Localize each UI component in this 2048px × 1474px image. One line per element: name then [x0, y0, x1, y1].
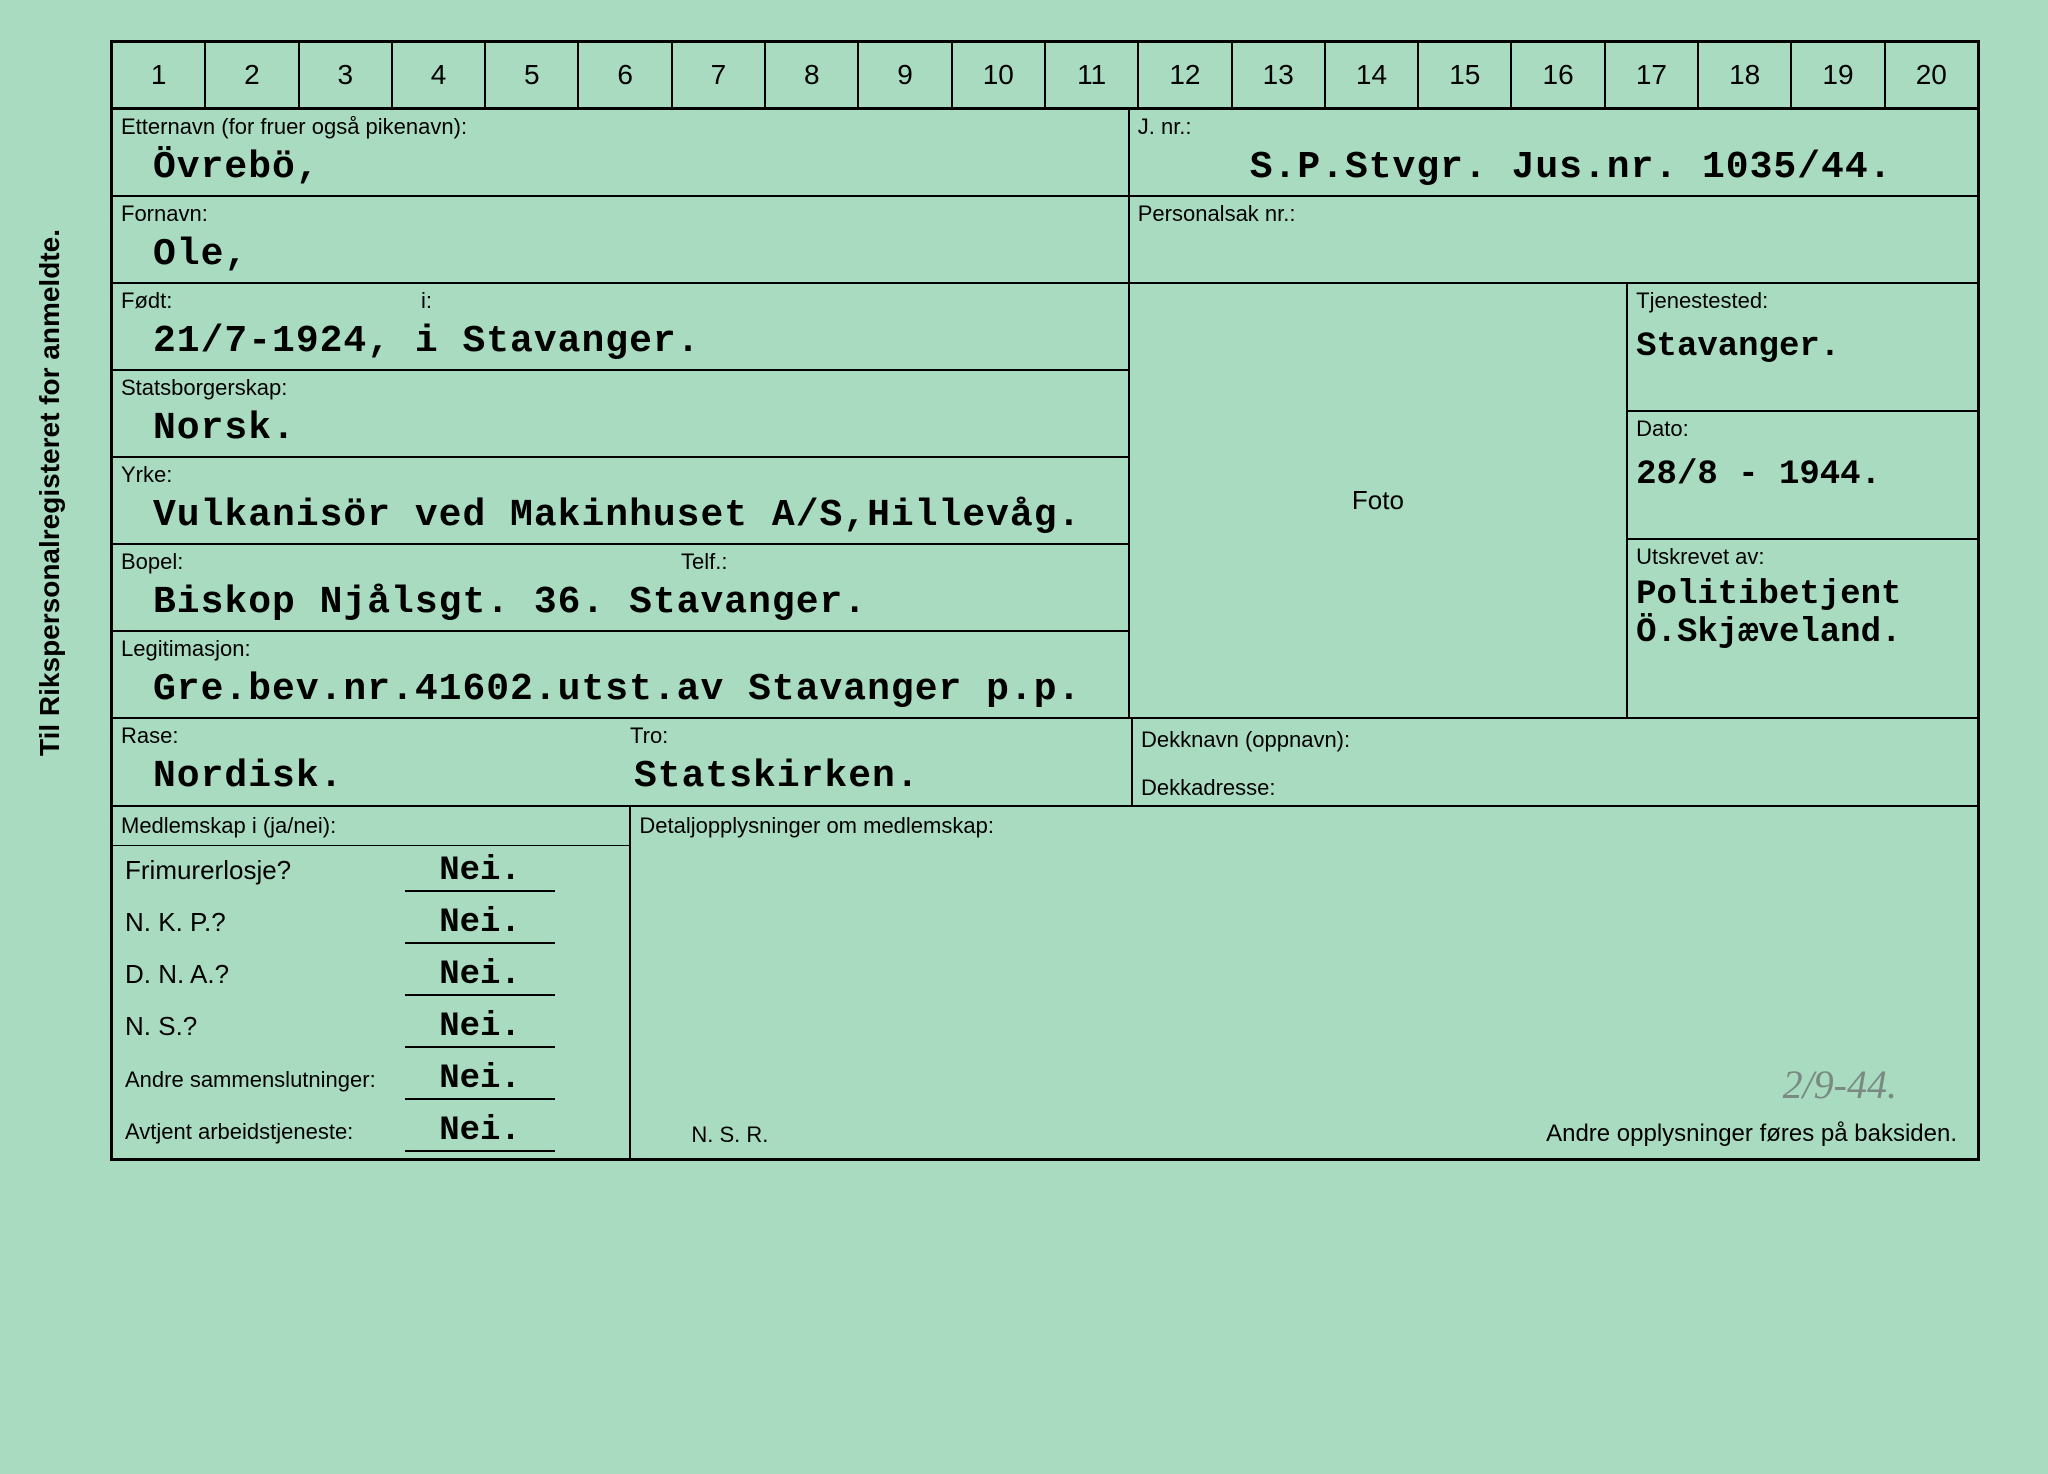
ruler-cell: 11 [1046, 43, 1139, 107]
ns-label: N. S.? [125, 1011, 405, 1042]
jnr-value: S.P.Stvgr. Jus.nr. 1035/44. [1130, 144, 1977, 195]
born-in-label: i: [413, 284, 440, 318]
issued-by-value: Politibetjent Ö.Skjæveland. [1628, 574, 1977, 656]
citizenship-label: Statsborgerskap: [113, 371, 1128, 405]
ruler-cell: 3 [300, 43, 393, 107]
ruler-cell: 20 [1886, 43, 1977, 107]
number-ruler: 1 2 3 4 5 6 7 8 9 10 11 12 13 14 15 16 1… [110, 40, 1980, 110]
ruler-cell: 10 [953, 43, 1046, 107]
vertical-title: Til Rikspersonalregisteret for anmeldte. [34, 229, 66, 756]
cover-address-label: Dekkadresse: [1133, 757, 1977, 805]
race-value: Nordisk. [113, 753, 622, 804]
ruler-cell: 17 [1606, 43, 1699, 107]
nkp-label: N. K. P.? [125, 907, 405, 938]
membership-header: Medlemskap i (ja/nei): [113, 807, 629, 846]
born-label: Født: [113, 284, 413, 318]
ruler-cell: 7 [673, 43, 766, 107]
ruler-cell: 16 [1512, 43, 1605, 107]
other-assoc-value: Nei. [405, 1060, 555, 1100]
ruler-cell: 5 [486, 43, 579, 107]
personalsak-label: Personalsak nr.: [1130, 197, 1977, 231]
freemason-value: Nei. [405, 852, 555, 892]
surname-label: Etternavn (for fruer også pikenavn): [113, 110, 1128, 144]
alias-label: Dekknavn (oppnavn): [1133, 719, 1977, 757]
ruler-cell: 13 [1233, 43, 1326, 107]
surname-value: Övrebö, [113, 144, 1128, 195]
membership-details-label: Detaljopplysninger om medlemskap: [631, 807, 1977, 845]
phone-label: Telf.: [673, 545, 735, 579]
occupation-value: Vulkanisör ved Makinhuset A/S,Hillevåg. [113, 492, 1128, 543]
form-body: Etternavn (for fruer også pikenavn): Övr… [110, 110, 1980, 1161]
address-value: Biskop Njålsgt. 36. Stavanger. [113, 579, 1128, 630]
registration-card: Til Rikspersonalregisteret for anmeldte.… [60, 40, 2000, 1440]
ruler-cell: 4 [393, 43, 486, 107]
ruler-cell: 2 [206, 43, 299, 107]
born-value: 21/7-1924, i Stavanger. [113, 318, 1128, 369]
issued-by-label: Utskrevet av: [1628, 540, 1977, 574]
ruler-cell: 15 [1419, 43, 1512, 107]
other-assoc-label: Andre sammenslutninger: [125, 1068, 405, 1092]
dna-label: D. N. A.? [125, 959, 405, 990]
date-label: Dato: [1628, 412, 1977, 446]
labor-service-label: Avtjent arbeidstjeneste: [125, 1120, 405, 1144]
ruler-cell: 6 [579, 43, 672, 107]
ruler-cell: 1 [113, 43, 206, 107]
freemason-label: Frimurerlosje? [125, 855, 405, 886]
jnr-label: J. nr.: [1130, 110, 1977, 144]
firstname-value: Ole, [113, 231, 1128, 282]
nkp-value: Nei. [405, 904, 555, 944]
id-label: Legitimasjon: [113, 632, 1128, 666]
labor-service-value: Nei. [405, 1112, 555, 1152]
nsr-mark: N. S. R. [691, 1122, 768, 1148]
religion-label: Tro: [622, 719, 1131, 753]
religion-value: Statskirken. [622, 753, 1131, 804]
handwritten-date: 2/9-44. [1783, 1061, 1897, 1108]
ruler-cell: 8 [766, 43, 859, 107]
ruler-cell: 19 [1792, 43, 1885, 107]
dna-value: Nei. [405, 956, 555, 996]
station-label: Tjenestested: [1628, 284, 1977, 318]
ruler-cell: 9 [859, 43, 952, 107]
date-value: 28/8 - 1944. [1628, 446, 1977, 498]
ruler-cell: 14 [1326, 43, 1419, 107]
firstname-label: Fornavn: [113, 197, 1128, 231]
ruler-cell: 12 [1139, 43, 1232, 107]
address-label: Bopel: [113, 545, 673, 579]
race-label: Rase: [113, 719, 622, 753]
photo-box: Foto [1130, 284, 1628, 717]
citizenship-value: Norsk. [113, 405, 1128, 456]
personalsak-value [1130, 231, 1977, 282]
station-value: Stavanger. [1628, 318, 1977, 370]
id-value: Gre.bev.nr.41602.utst.av Stavanger p.p. [113, 666, 1128, 717]
occupation-label: Yrke: [113, 458, 1128, 492]
ns-value: Nei. [405, 1008, 555, 1048]
photo-label: Foto [1352, 485, 1404, 516]
ruler-cell: 18 [1699, 43, 1792, 107]
footer-note: Andre opplysninger føres på baksiden. [1546, 1120, 1957, 1148]
